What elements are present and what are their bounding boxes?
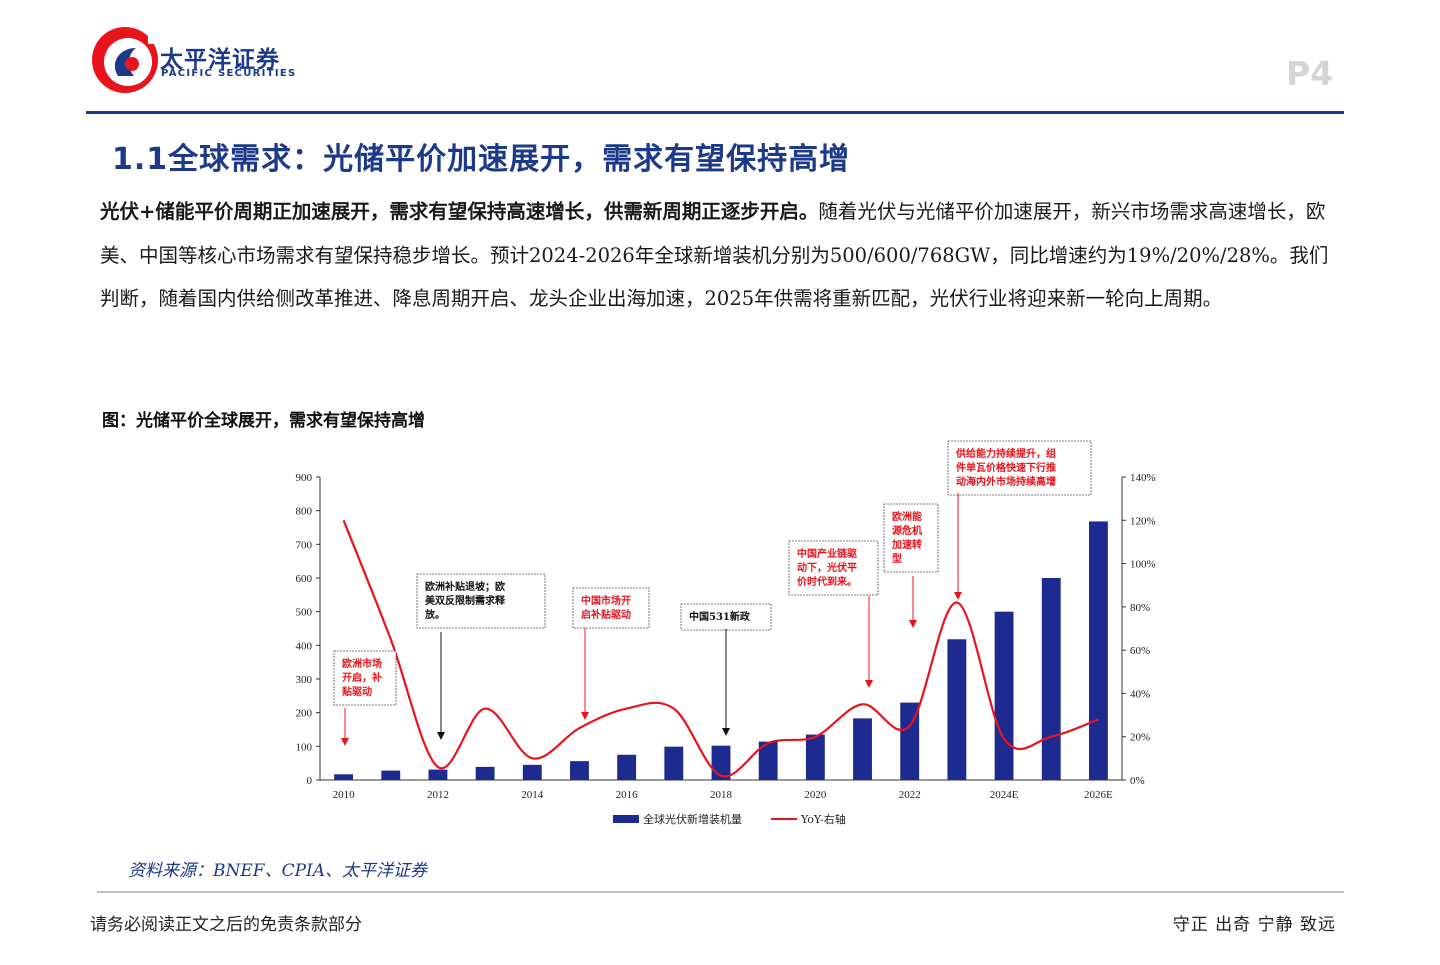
annotation-text: 型 [892, 552, 902, 565]
annotation-box [333, 650, 397, 706]
bar [947, 639, 967, 780]
y-tick-label: 0 [307, 775, 313, 787]
annotation-text: 欧洲补贴退坡；欧 [425, 580, 505, 593]
figure-source: 资料来源：BNEF、CPIA、太平洋证券 [128, 861, 428, 881]
y2-tick-label: 100% [1130, 559, 1156, 571]
y-tick-label: 900 [296, 472, 313, 484]
body-text: 随着光伏与光储平价加速展开，新兴市场需求高速增长，欧美、中国等核心市场需求有望保… [100, 200, 1329, 310]
y2-tick-label: 40% [1130, 688, 1150, 700]
bar [428, 769, 448, 780]
bar [994, 611, 1014, 780]
footer-divider [97, 891, 1344, 893]
y-tick-label: 400 [296, 640, 313, 652]
bar [381, 770, 401, 780]
annotation-arrowhead [722, 728, 730, 736]
annotation-box [883, 503, 939, 573]
bar [1088, 521, 1108, 780]
annotation-text: 加速转 [891, 538, 922, 551]
section-title: 1.1全球需求：光储平价加速展开，需求有望保持高增 [112, 142, 851, 177]
annotation-box [947, 440, 1092, 496]
annotation-text: 价时代到来。 [797, 575, 857, 588]
y-tick-label: 700 [296, 539, 313, 551]
y-tick-label: 800 [296, 506, 313, 518]
y2-tick-label: 120% [1130, 515, 1156, 527]
x-tick-label: 2014 [521, 789, 544, 801]
annotation-text: 开启，补 [342, 671, 382, 684]
legend-bar-label: 全球光伏新增装机量 [643, 812, 742, 826]
annotation-text: 美双反限制需求释 [425, 594, 506, 607]
footer-motto: 守正 出奇 宁静 致远 [1172, 915, 1336, 935]
y-tick-label: 600 [296, 573, 313, 585]
bar [617, 754, 637, 780]
annotation-box [572, 587, 650, 629]
y2-tick-label: 60% [1130, 645, 1150, 657]
x-tick-label: 2022 [899, 789, 921, 801]
annotation-text: 源危机 [892, 524, 922, 537]
y2-tick-label: 20% [1130, 732, 1150, 744]
annotation-text: 件单瓦价格快速下行推 [956, 461, 1056, 474]
legend-line-label: YoY-右轴 [800, 812, 846, 826]
y-tick-label: 100 [296, 741, 313, 753]
bar [853, 718, 872, 780]
annotation-arrowhead [437, 732, 445, 740]
y-tick-label: 500 [296, 607, 313, 619]
annotation-text: 动下，光伏平 [797, 561, 857, 574]
body-paragraph: 光伏+储能平价周期正加速展开，需求有望保持高速增长，供需新周期正逐步开启。随着光… [100, 190, 1345, 321]
annotation-arrowhead [581, 712, 589, 720]
annotation-text: 欧洲市场 [342, 657, 382, 670]
y-tick-label: 300 [296, 674, 313, 686]
brand-name-cn: 太平洋证券 [160, 47, 280, 73]
page-number: P4 [1286, 54, 1334, 93]
x-tick-label: 2018 [710, 789, 733, 801]
annotation-text: 中国531新政 [689, 610, 751, 623]
annotation-text: 启补贴驱动 [581, 608, 631, 621]
header-divider [86, 111, 1344, 114]
annotation-arrowhead [865, 680, 873, 688]
bar [522, 764, 542, 780]
annotation-text: 贴驱动 [341, 685, 372, 698]
company-logo [92, 27, 158, 93]
x-tick-label: 2010 [333, 789, 356, 801]
x-tick-label: 2012 [427, 789, 449, 801]
x-tick-label: 2020 [804, 789, 827, 801]
brand-name-en: PACIFIC SECURITIES [161, 68, 297, 79]
annotation-text: 动海内外市场持续高增 [956, 475, 1056, 488]
annotation-arrowhead [909, 620, 917, 628]
y-tick-label: 200 [296, 708, 313, 720]
yoy-line [342, 519, 1099, 778]
bar [570, 761, 589, 780]
annotation-text: 放。 [424, 608, 445, 621]
annotation-text: 中国产业链驱 [797, 547, 857, 560]
x-tick-label: 2024E [990, 789, 1019, 801]
x-tick-label: 2016 [616, 789, 639, 801]
body-lead: 光伏+储能平价周期正加速展开，需求有望保持高速增长，供需新周期正逐步开启。 [100, 200, 819, 223]
bar [805, 734, 825, 780]
annotation-arrowhead [954, 592, 962, 600]
bar [1041, 578, 1061, 780]
y2-tick-label: 80% [1130, 602, 1150, 614]
footer-disclaimer: 请务必阅读正文之后的免责条款部分 [90, 915, 362, 935]
annotation-text: 中国市场开 [581, 594, 631, 607]
legend-bar-swatch [613, 815, 639, 823]
x-tick-label: 2026E [1084, 789, 1113, 801]
annotation-text: 供给能力持续提升，组 [955, 447, 1056, 460]
annotation-box [788, 540, 879, 596]
bar [334, 774, 354, 780]
annotation-text: 欧洲能 [892, 510, 922, 523]
bar [664, 746, 684, 780]
figure-caption: 图：光储平价全球展开，需求有望保持高增 [102, 411, 425, 431]
y2-tick-label: 0% [1130, 775, 1145, 787]
bar [900, 702, 920, 780]
annotation-box [416, 573, 546, 629]
bar [758, 741, 778, 780]
y2-tick-label: 140% [1130, 472, 1156, 484]
annotation-arrowhead [341, 738, 349, 746]
chart: 0 100 200 300 400 500 600 700 800 900 0% 20% 40% 60% 8… [296, 440, 1156, 826]
bar [475, 766, 495, 780]
